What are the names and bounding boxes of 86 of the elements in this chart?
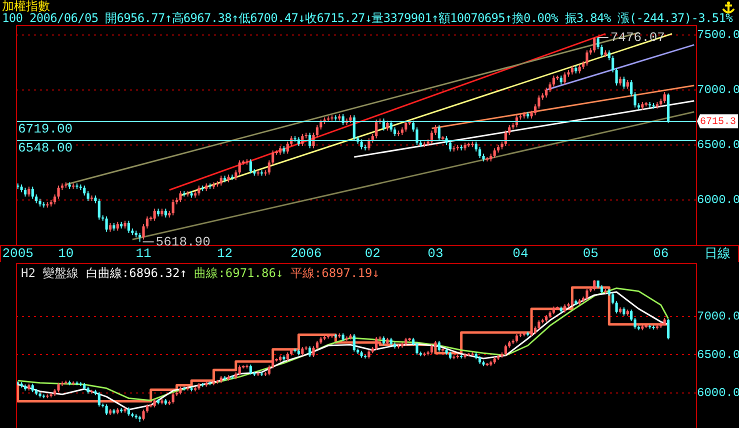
candlestick: [375, 336, 378, 351]
candlestick: [308, 346, 312, 358]
candlestick: [105, 216, 108, 232]
candlestick: [390, 120, 392, 132]
x-tick-label: 05: [582, 246, 598, 262]
x-tick-label: 2005: [2, 246, 34, 262]
candlestick: [375, 119, 378, 139]
candlestick: [404, 120, 408, 132]
candlestick: [538, 320, 540, 330]
candlestick: [352, 114, 356, 141]
text: 6715.3: [700, 116, 736, 128]
candlestick: [179, 190, 182, 203]
candlestick: [596, 38, 600, 50]
candlestick: [612, 292, 614, 305]
candlestick: [438, 124, 440, 141]
candlestick: [172, 392, 174, 404]
candlestick: [320, 119, 322, 130]
x-tick-label: 06: [653, 246, 669, 262]
candlestick: [172, 199, 174, 216]
candlestick: [249, 364, 252, 376]
candlestick: [586, 50, 588, 66]
candlestick: [600, 44, 604, 58]
candlestick: [534, 104, 537, 116]
candlestick: [612, 55, 614, 73]
candlestick: [663, 92, 666, 104]
candlestick: [608, 50, 610, 61]
candlestick: [538, 94, 540, 110]
candlestick: [268, 364, 270, 376]
candlestick: [238, 364, 241, 376]
text: 白曲線:6896.32↑: [86, 266, 188, 280]
candlestick: [552, 75, 556, 88]
candlestick: [593, 280, 596, 291]
candlestick: [57, 382, 60, 393]
candlestick: [430, 344, 434, 354]
text: 曲線:6971.86↓: [194, 266, 284, 280]
candlestick: [220, 175, 222, 186]
candlestick: [268, 160, 270, 176]
candlestick: [272, 358, 274, 369]
candlestick: [586, 288, 588, 300]
x-tick-label: 04: [512, 246, 528, 262]
candlestick: [238, 160, 241, 176]
chart-title: H2 變盤線: [21, 266, 80, 280]
candlestick: [593, 37, 596, 53]
candlestick: [386, 120, 389, 132]
candlestick: [28, 186, 30, 198]
x-tick-label: 10: [58, 246, 74, 262]
candlestick: [198, 185, 200, 196]
ref-line-label: 6548.00: [18, 140, 73, 156]
x-tick-label: 02: [364, 246, 380, 262]
candlestick: [31, 186, 34, 200]
candlestick: [493, 148, 496, 159]
candlestick: [272, 150, 274, 166]
candlestick: [98, 198, 100, 220]
candlestick: [83, 185, 86, 196]
candlestick: [564, 72, 566, 85]
candlestick: [448, 140, 452, 152]
candlestick: [360, 138, 363, 150]
ref-line-label: 6719.00: [18, 122, 73, 137]
candlestick: [86, 190, 90, 202]
candlestick: [105, 404, 108, 416]
candlestick: [545, 87, 548, 98]
chart-subtitle: 100 2006/06/05 開6956.77↑高6967.38↑低6700.47↓收6715.27↓量3379901↑額10070695↑換0.00% 振3.84% 漲(-244.37)-3.51%: [2, 11, 732, 25]
text: 日線: [704, 246, 730, 262]
x-tick-label: 11: [136, 246, 152, 262]
text: 平線:6897.19↓: [290, 266, 380, 280]
candlestick: [474, 141, 478, 152]
candlestick: [286, 141, 289, 154]
candlestick: [98, 392, 100, 408]
candlestick: [615, 67, 618, 86]
candlestick: [352, 334, 356, 352]
candlestick: [504, 344, 507, 356]
candlestick: [478, 146, 482, 159]
candlestick: [249, 158, 252, 174]
candlestick: [416, 342, 418, 356]
x-tick-label: 12: [217, 246, 233, 262]
candlestick: [438, 340, 440, 352]
candlestick: [508, 124, 511, 136]
candlestick: [127, 220, 130, 234]
candlestick: [666, 318, 670, 340]
x-tick-label: 03: [428, 246, 444, 262]
chart-title: 加權指數: [2, 0, 50, 13]
candlestick: [622, 76, 626, 90]
x-tick-label: 2006: [290, 246, 322, 262]
candlestick: [234, 170, 238, 181]
candlestick: [615, 300, 618, 314]
candlestick: [153, 208, 156, 222]
